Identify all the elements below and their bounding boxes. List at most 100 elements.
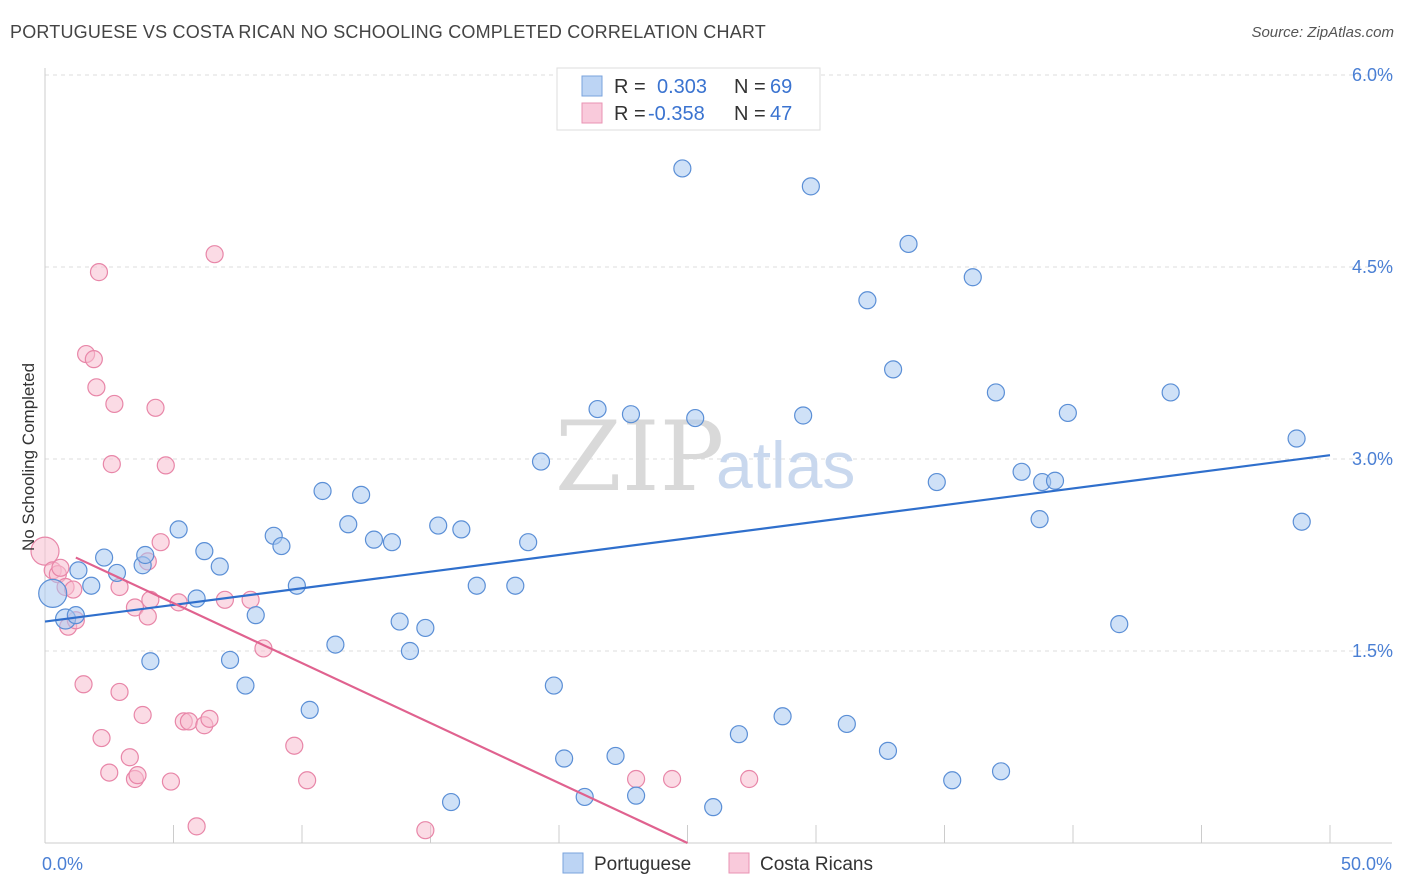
costa-ricans-point — [161, 772, 181, 791]
costa-ricans-point — [51, 558, 70, 577]
costa-ricans-point — [30, 536, 60, 566]
portuguese-point — [729, 725, 749, 744]
legend-swatch-costa-ricans — [581, 102, 603, 124]
portuguese-point — [991, 762, 1011, 781]
portuguese-point — [1058, 403, 1077, 423]
portuguese-point — [467, 576, 486, 595]
watermark: ZIP atlas — [555, 401, 855, 513]
portuguese-point — [82, 576, 101, 595]
costa-ricans-point — [92, 728, 111, 748]
costa-ricans-point — [64, 580, 83, 599]
portuguese-point — [519, 533, 538, 552]
portuguese-point — [141, 652, 160, 671]
portuguese-point — [352, 485, 371, 504]
y-tick-label-3: 6.0% — [1352, 65, 1393, 85]
portuguese-point — [416, 618, 435, 638]
x-tick-label-1: 50.0% — [1341, 854, 1392, 874]
portuguese-point — [555, 749, 574, 768]
portuguese-point — [544, 676, 563, 695]
costa-ricans-point — [110, 682, 129, 702]
bottom-legend-swatch-costa-ricans — [728, 852, 750, 874]
portuguese-point — [1012, 462, 1031, 481]
costa-ricans-point — [128, 766, 147, 785]
y-tick-label-0: 1.5% — [1352, 641, 1393, 661]
portuguese-point — [673, 159, 692, 178]
costa-ricans-point — [87, 378, 106, 397]
portuguese-point — [621, 405, 641, 424]
portuguese-point — [606, 746, 625, 766]
axis-layer: 1.5% 3.0% 4.5% 6.0% 0.0% 50.0% — [42, 65, 1393, 874]
portuguese-point — [400, 641, 420, 661]
portuguese-point — [1045, 471, 1065, 490]
costa-ricans-point — [416, 821, 435, 840]
portuguese-point — [364, 530, 384, 549]
grid-layer — [45, 74, 1392, 652]
portuguese-point — [187, 589, 206, 608]
costa-ricans-point — [89, 263, 109, 282]
portuguese-point — [1161, 383, 1180, 402]
portuguese-point — [382, 533, 402, 552]
portuguese-point — [506, 576, 525, 595]
costa-ricans-trendline — [75, 556, 688, 844]
portuguese-point — [773, 707, 792, 726]
portuguese-point — [801, 177, 820, 196]
x-tick-label-0: 0.0% — [42, 854, 83, 874]
portuguese-point — [441, 792, 461, 812]
bottom-legend-portuguese: Portuguese — [594, 854, 691, 875]
costa-ricans-point — [205, 245, 224, 264]
legend-swatch-portuguese — [581, 75, 603, 97]
portuguese-point — [69, 561, 88, 580]
costa-ricans-point — [74, 675, 93, 694]
portuguese-point — [899, 234, 918, 254]
costa-ricans-point — [133, 705, 152, 725]
portuguese-point — [883, 360, 903, 379]
y-tick-label-1: 3.0% — [1352, 449, 1393, 469]
costa-ricans-point — [102, 455, 121, 474]
costa-ricans-point — [84, 350, 103, 369]
portuguese-point — [986, 383, 1006, 402]
portuguese-point — [963, 268, 982, 287]
portuguese-point — [136, 545, 155, 565]
legend-n-value-2: 47 — [770, 103, 792, 125]
legend-n-label-2: N = — [734, 103, 766, 125]
portuguese-point — [686, 408, 705, 428]
costa-ricans-point — [151, 533, 170, 552]
portuguese-point — [878, 741, 898, 760]
costa-ricans-point — [298, 771, 317, 790]
portuguese-point — [220, 650, 240, 670]
costa-ricans-point — [187, 817, 206, 836]
costa-ricans-points — [30, 245, 759, 840]
costa-ricans-point — [662, 769, 682, 789]
legend-r-label-1: R = — [614, 76, 646, 98]
portuguese-point — [429, 516, 448, 535]
series-legend: Portuguese Costa Ricans — [562, 852, 873, 875]
costa-ricans-point — [200, 709, 219, 728]
portuguese-points — [38, 159, 1311, 817]
costa-ricans-point — [138, 607, 157, 626]
chart-title: PORTUGUESE VS COSTA RICAN NO SCHOOLING C… — [10, 22, 766, 42]
portuguese-point — [794, 406, 813, 425]
portuguese-point — [1292, 512, 1311, 531]
portuguese-point — [531, 452, 551, 471]
legend-r-value-1: 0.303 — [657, 76, 707, 98]
portuguese-point — [246, 606, 265, 625]
costa-ricans-point — [105, 394, 124, 414]
costa-ricans-point — [125, 598, 145, 617]
costa-ricans-point — [626, 769, 646, 789]
portuguese-point — [858, 291, 877, 310]
y-axis-label: No Schooling Completed — [19, 363, 38, 551]
costa-ricans-point — [120, 748, 139, 767]
portuguese-point — [1287, 429, 1306, 448]
portuguese-trendline — [44, 454, 1331, 623]
portuguese-point — [38, 578, 68, 609]
portuguese-point — [236, 676, 255, 695]
portuguese-point — [943, 771, 962, 790]
portuguese-point — [1030, 510, 1049, 529]
portuguese-point — [66, 606, 85, 625]
portuguese-point — [1110, 615, 1129, 634]
portuguese-point — [195, 542, 214, 561]
costa-ricans-point — [141, 590, 160, 609]
portuguese-point — [272, 536, 291, 556]
portuguese-point — [169, 520, 188, 539]
